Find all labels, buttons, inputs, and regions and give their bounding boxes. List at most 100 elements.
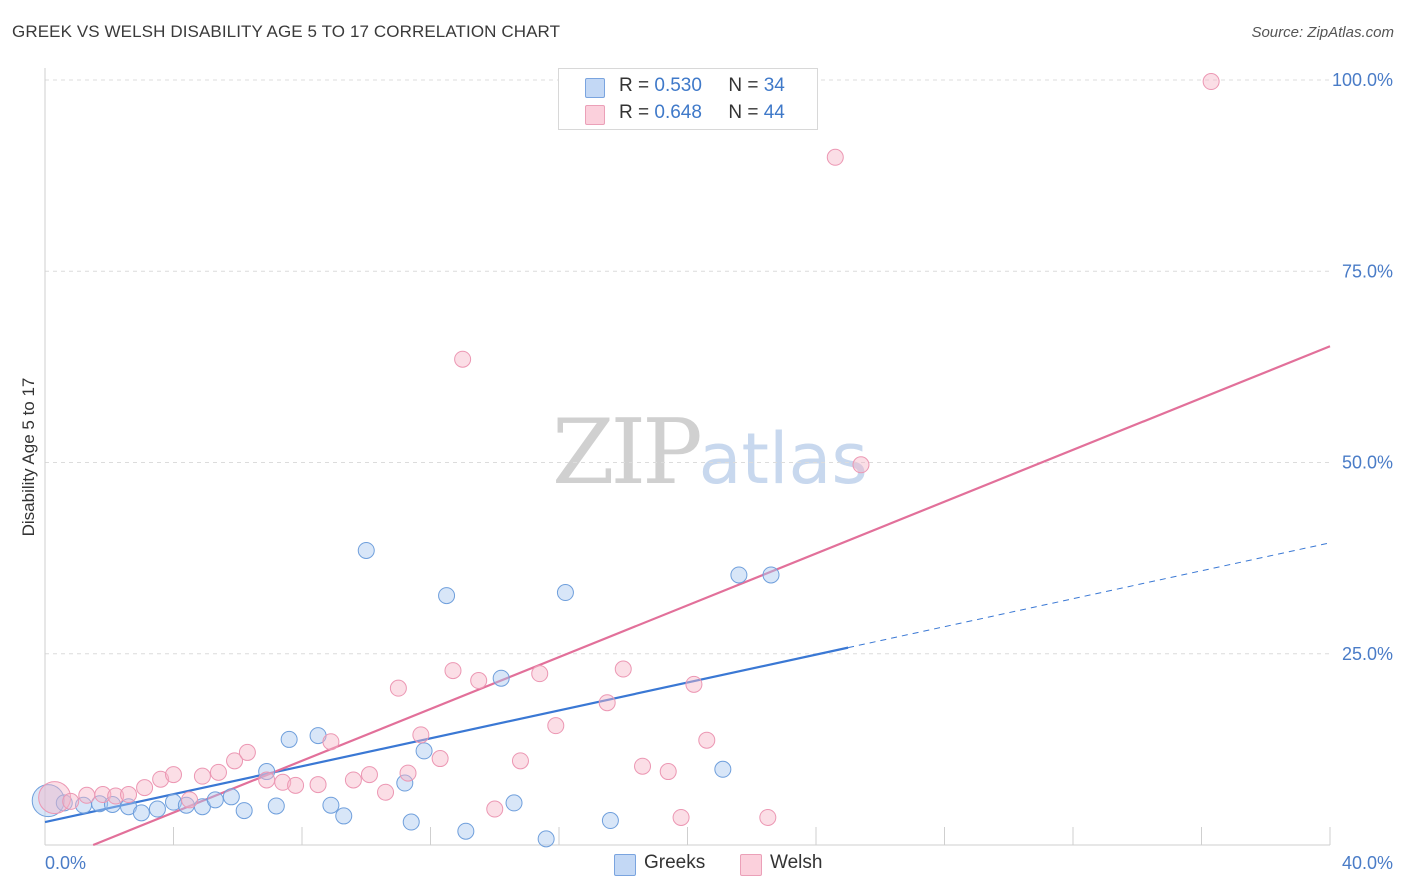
- welsh-point: [634, 757, 652, 775]
- greeks-point: [357, 541, 375, 559]
- welsh-point: [698, 731, 716, 749]
- welsh-n-label: N =: [728, 102, 759, 123]
- greeks-point: [505, 794, 523, 812]
- welsh-point: [78, 786, 96, 804]
- welsh-point: [614, 660, 632, 678]
- welsh-point: [136, 779, 154, 797]
- y-tick-label: 75.0%: [1342, 261, 1393, 281]
- legend-label-greeks: Greeks: [644, 852, 706, 873]
- welsh-point: [1202, 73, 1220, 91]
- greeks-point: [402, 813, 420, 831]
- welsh-point: [226, 752, 244, 770]
- watermark-zip: ZIP: [552, 400, 703, 505]
- watermark-atlas: atlas: [698, 418, 868, 500]
- welsh-point: [759, 808, 777, 826]
- y-tick-label: 50.0%: [1342, 453, 1393, 473]
- welsh-point: [38, 781, 72, 815]
- grid: [45, 79, 1330, 655]
- welsh-point: [470, 672, 488, 690]
- greeks-point: [556, 584, 574, 602]
- welsh-point: [274, 773, 292, 791]
- axes: [44, 68, 1331, 846]
- welsh-point: [444, 662, 462, 680]
- welsh-point: [181, 791, 199, 809]
- welsh-point: [287, 776, 305, 794]
- greeks-point: [457, 822, 475, 840]
- greeks-point: [335, 807, 353, 825]
- greeks-trendline-extension: [848, 542, 1331, 649]
- greeks-point: [31, 784, 65, 818]
- greeks-point: [601, 812, 619, 830]
- welsh-point: [94, 786, 112, 804]
- axis-labels: 25.0% 50.0% 75.0% 100.0% 0.0% 40.0% Disability…: [19, 70, 1393, 873]
- legend-label-welsh: Welsh: [770, 852, 823, 873]
- greeks-point: [492, 669, 510, 687]
- greeks-n-label: N =: [728, 75, 759, 96]
- welsh-point: [412, 726, 430, 744]
- greeks-point: [714, 760, 732, 778]
- greeks-point: [235, 802, 253, 820]
- welsh-point: [431, 750, 449, 768]
- legend: Greeks Welsh: [0, 852, 1406, 878]
- greeks-point: [267, 797, 285, 815]
- welsh-point: [193, 767, 211, 785]
- greeks-point: [396, 774, 414, 792]
- greeks-point: [280, 730, 298, 748]
- x-tick-label: 0.0%: [45, 853, 86, 873]
- y-axis-label: Disability Age 5 to 17: [19, 378, 38, 537]
- welsh-point: [531, 665, 549, 683]
- welsh-swatch: [585, 105, 605, 125]
- welsh-point: [399, 764, 417, 782]
- greeks-point: [762, 566, 780, 584]
- greeks-point: [537, 830, 555, 848]
- welsh-point: [209, 763, 227, 781]
- greeks-r-label: R =: [619, 75, 650, 96]
- x-tick-label: 40.0%: [1342, 853, 1393, 873]
- welsh-point: [258, 771, 276, 789]
- welsh-point: [309, 776, 327, 794]
- welsh-r-label: R =: [619, 102, 650, 123]
- greeks-point: [222, 788, 240, 806]
- welsh-point: [826, 148, 844, 166]
- welsh-point: [377, 783, 395, 801]
- greeks-point: [91, 795, 109, 813]
- greeks-r-value: 0.530: [654, 75, 702, 96]
- watermark: ZIPatlas: [552, 400, 868, 505]
- welsh-point: [486, 800, 504, 818]
- welsh-point: [107, 787, 125, 805]
- greeks-point: [206, 791, 224, 809]
- greeks-point: [438, 587, 456, 605]
- greeks-point: [148, 800, 166, 818]
- welsh-point: [322, 733, 340, 751]
- welsh-point: [672, 808, 690, 826]
- greeks-n-value: 34: [763, 75, 785, 96]
- welsh-n-value: 44: [763, 102, 785, 123]
- y-tick-label: 100.0%: [1332, 70, 1393, 90]
- greeks-point: [322, 796, 340, 814]
- welsh-point: [238, 743, 256, 761]
- source-label: Source: ZipAtlas.com: [1251, 24, 1394, 41]
- welsh-point: [165, 766, 182, 784]
- greeks-point: [415, 742, 433, 760]
- greeks-swatch: [585, 78, 605, 98]
- welsh-r-value: 0.648: [654, 102, 702, 123]
- welsh-point: [852, 456, 870, 474]
- stats-box: R = 0.530 N = 34 R = 0.648 N = 44: [558, 68, 818, 130]
- welsh-point: [62, 792, 80, 810]
- welsh-legend-swatch: [740, 854, 762, 876]
- welsh-point: [685, 675, 703, 693]
- welsh-point: [360, 766, 378, 784]
- greeks-legend-swatch: [614, 854, 636, 876]
- greeks-point: [132, 804, 150, 822]
- welsh-point: [547, 717, 565, 735]
- chart-title: GREEK VS WELSH DISABILITY AGE 5 TO 17 CO…: [12, 22, 561, 41]
- welsh-point: [152, 770, 170, 788]
- welsh-point: [344, 771, 362, 789]
- data-points: [31, 73, 1220, 848]
- greeks-trendline: [44, 646, 849, 824]
- greeks-point: [730, 566, 748, 584]
- trendlines: [44, 345, 1331, 847]
- welsh-point: [598, 694, 616, 712]
- welsh-point: [389, 679, 407, 697]
